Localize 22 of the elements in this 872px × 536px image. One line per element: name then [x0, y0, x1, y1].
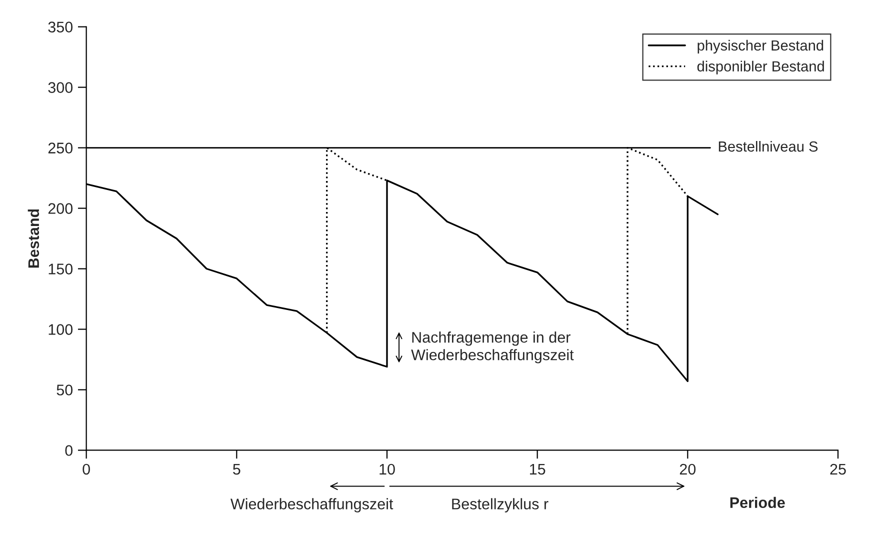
ref-line-label: Bestellniveau S	[718, 140, 818, 152]
y-tick-label: 0	[65, 445, 73, 456]
x-tick-label: 5	[233, 464, 240, 475]
y-axis-title: Bestand	[28, 209, 40, 268]
legend-label: disponibler Bestand	[697, 60, 824, 74]
y-tick-label: 350	[48, 22, 73, 32]
x-axis-title: Periode	[730, 496, 785, 508]
y-tick-label: 150	[48, 264, 73, 274]
text: Bestellzyklus r	[452, 498, 548, 512]
x-tick-label: 0	[82, 464, 90, 475]
y-tick-label: 300	[48, 82, 73, 93]
y-tick-label: 50	[56, 384, 73, 396]
x-tick-label: 20	[680, 464, 696, 475]
y-tick-label: 250	[48, 142, 73, 154]
x-tick-label: 15	[530, 464, 546, 475]
y-tick-label: 100	[48, 324, 73, 335]
x-tick-label: 25	[830, 464, 846, 475]
annotation: Nachfragemenge in der Wiederbeschaffungszeit	[411, 332, 574, 364]
legend-label: physischer Bestand	[698, 40, 824, 54]
text: Wiederbeschaffungszeit	[230, 498, 394, 512]
y-tick-label: 200	[48, 203, 73, 214]
x-tick-label: 10	[380, 464, 395, 475]
